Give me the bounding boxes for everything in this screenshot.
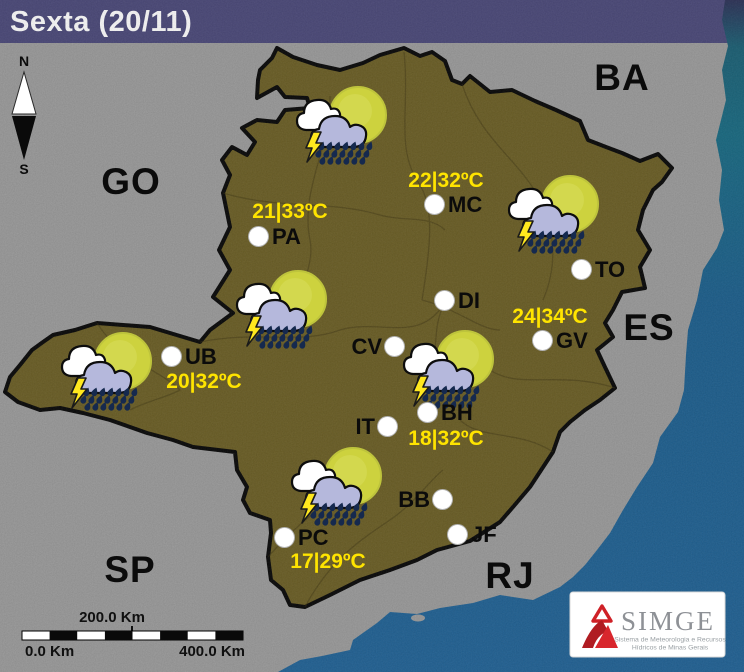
city-dot (447, 524, 468, 545)
simge-logo: SIMGE Sistema de Meteorologia e Recursos… (569, 591, 726, 658)
simge-mark-icon (582, 604, 618, 648)
compass: N S (11, 53, 37, 177)
scale-segment (215, 631, 243, 640)
city-code-label: MC (448, 192, 483, 217)
temperature-label-mc: 22|32ºC (408, 169, 484, 192)
city-code-label: JF (471, 522, 497, 547)
scale-segment (49, 631, 78, 640)
city-code-label: TO (595, 257, 626, 282)
sun-storm-rain-icon (399, 327, 499, 407)
scale-right-label: 400.0 Km (179, 643, 245, 660)
scale-left-label: 0.0 Km (25, 643, 74, 660)
state-label-rj: RJ (485, 555, 535, 596)
city-dot (274, 527, 295, 548)
sun-storm-rain-icon (504, 172, 604, 252)
compass-south-label: S (19, 161, 28, 177)
scale-segment (160, 631, 188, 640)
city-dot (377, 416, 398, 437)
sun-storm-rain-icon (57, 329, 157, 409)
city-code-label: CV (351, 334, 382, 359)
temperature-label-gv: 24|34ºC (512, 305, 588, 328)
city-code-label: BB (398, 487, 430, 512)
logo-subtitle-line1: Sistema de Meteorologia e Recursos (614, 637, 726, 644)
city-dot (424, 194, 445, 215)
sun-storm-rain-icon (287, 444, 387, 524)
sun-storm-rain-icon (292, 83, 392, 163)
city-code-label: BH (441, 400, 473, 425)
city-dot (384, 336, 405, 357)
logo-subtitle-line2: Hídricos de Minas Gerais (632, 645, 709, 652)
city-dot (434, 290, 455, 311)
state-label-sp: SP (104, 549, 156, 590)
city-dot (248, 226, 269, 247)
scale-mid-label: 200.0 Km (79, 609, 145, 626)
sun-storm-rain-icon (232, 267, 332, 347)
compass-north-arrow-icon (11, 70, 37, 115)
city-code-label: PA (272, 224, 301, 249)
city-dot (161, 346, 182, 367)
city-code-label: UB (185, 344, 217, 369)
state-label-ba: BA (594, 57, 650, 98)
state-label-es: ES (623, 307, 675, 348)
scale-bar: 200.0 Km 0.0 Km 400.0 Km (21, 609, 245, 660)
city-dot (417, 402, 438, 423)
compass-south-arrow-icon (12, 116, 36, 160)
city-code-label: GV (556, 328, 588, 353)
state-label-go: GO (101, 161, 161, 202)
city-code-label: PC (298, 525, 329, 550)
city-dot (432, 489, 453, 510)
city-dot (532, 330, 553, 351)
city-dot (571, 259, 592, 280)
scale-segment (104, 631, 133, 640)
city-code-label: IT (355, 414, 375, 439)
temperature-label-bh: 18|32ºC (408, 427, 484, 450)
temperature-label-ub: 20|32ºC (166, 370, 242, 393)
logo-title: SIMGE (621, 606, 715, 636)
temperature-label-pa: 21|33ºC (252, 200, 328, 223)
compass-north-label: N (19, 53, 29, 69)
city-code-label: DI (458, 288, 480, 313)
temperature-label-pc: 17|29ºC (290, 550, 366, 573)
